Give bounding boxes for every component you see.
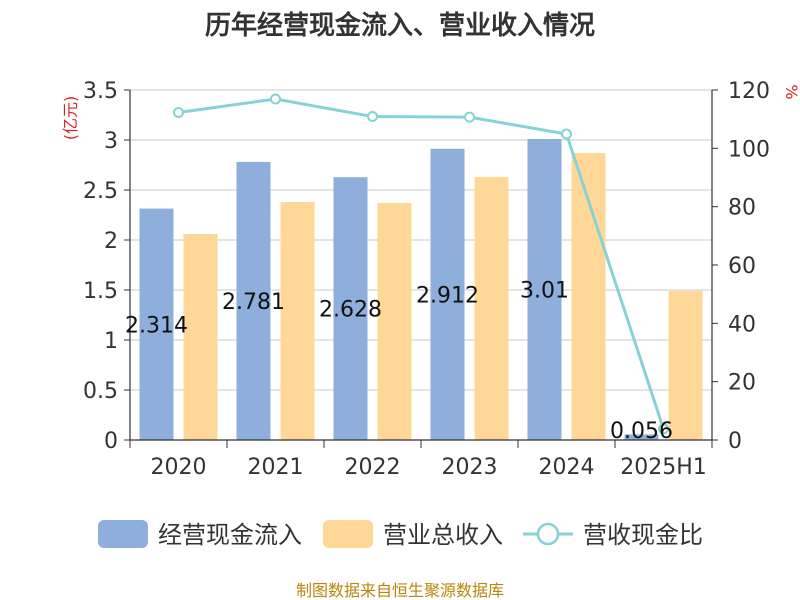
legend-label-ratio: 营收现金比 bbox=[583, 521, 703, 549]
ratio-point bbox=[173, 106, 184, 118]
ratio-point bbox=[561, 128, 572, 140]
legend-label-revenue: 营业总收入 bbox=[383, 521, 503, 549]
legend-swatch-cash-inflow bbox=[98, 520, 148, 548]
ratio-point bbox=[464, 111, 475, 123]
y-right-tick-label: 60 bbox=[728, 254, 756, 279]
legend-label-cash-inflow: 经营现金流入 bbox=[158, 521, 302, 549]
data-label: 2.628 bbox=[319, 298, 382, 323]
y-left-tick-label: 3.5 bbox=[83, 79, 118, 104]
x-tick-label: 2021 bbox=[248, 455, 304, 480]
bars-layer bbox=[139, 139, 703, 441]
data-label: 3.01 bbox=[520, 279, 569, 304]
data-label: 2.781 bbox=[222, 290, 285, 315]
y-left-tick-label: 3 bbox=[104, 129, 118, 154]
ratio-line bbox=[178, 97, 665, 430]
bar-revenue bbox=[280, 202, 315, 440]
x-tick-label: 2023 bbox=[442, 455, 498, 480]
y-left-tick-label: 2 bbox=[104, 229, 118, 254]
x-tick-label: 2024 bbox=[539, 455, 595, 480]
x-tick-label: 2025H1 bbox=[620, 455, 707, 480]
bar-revenue bbox=[474, 177, 509, 440]
bar-revenue bbox=[377, 203, 412, 440]
y-left-tick-label: 0 bbox=[104, 429, 118, 454]
bar-cash-inflow bbox=[527, 139, 562, 440]
data-label: 2.912 bbox=[416, 283, 479, 308]
legend: 经营现金流入 营业总收入 营收现金比 bbox=[98, 520, 703, 549]
ratio-line-layer bbox=[173, 93, 669, 435]
y-right-tick-label: 80 bbox=[728, 196, 756, 221]
bar-cash-inflow bbox=[333, 177, 368, 440]
y-left-unit: (亿元) bbox=[61, 96, 80, 141]
source-note: 制图数据来自恒生聚源数据库 bbox=[296, 581, 504, 600]
y-right-tick-label: 0 bbox=[728, 429, 742, 454]
bar-cash-inflow bbox=[430, 148, 465, 441]
x-tick-label: 2020 bbox=[151, 455, 207, 480]
y-right-tick-label: 40 bbox=[728, 312, 756, 337]
axes-layer: 0 0.5 1 1.5 2 2.5 3 3.5 0 20 40 60 80 100 120 (亿元)% 2020… bbox=[61, 79, 800, 480]
bar-revenue bbox=[571, 153, 606, 440]
y-left-tick-label: 0.5 bbox=[83, 379, 118, 404]
ratio-point bbox=[658, 423, 669, 435]
y-right-tick-label: 100 bbox=[728, 137, 770, 162]
legend-swatch-revenue bbox=[323, 520, 373, 548]
bar-cash-inflow bbox=[236, 161, 271, 440]
bar-cash-inflow bbox=[624, 434, 659, 440]
chart-title: 历年经营现金流入、营业收入情况 bbox=[205, 10, 595, 41]
x-tick-label: 2022 bbox=[345, 455, 401, 480]
data-label: 0.056 bbox=[610, 419, 673, 444]
ratio-point bbox=[270, 93, 281, 105]
y-left-tick-label: 1 bbox=[104, 329, 118, 354]
bar-cash-inflow bbox=[139, 208, 174, 440]
bar-revenue bbox=[183, 234, 218, 440]
y-right-tick-label: 20 bbox=[728, 371, 756, 396]
bar-revenue bbox=[668, 291, 703, 440]
data-label: 2.314 bbox=[125, 313, 188, 338]
legend-swatch-ratio-marker bbox=[536, 522, 560, 546]
y-left-tick-label: 1.5 bbox=[83, 279, 118, 304]
y-right-unit: % bbox=[782, 84, 800, 99]
y-left-tick-label: 2.5 bbox=[83, 179, 118, 204]
gridlines bbox=[130, 89, 712, 391]
ratio-point bbox=[367, 111, 378, 123]
y-right-tick-label: 120 bbox=[728, 79, 770, 104]
data-labels-layer: 2.314 2.781 2.628 2.912 3.01 0.056 bbox=[125, 279, 673, 445]
